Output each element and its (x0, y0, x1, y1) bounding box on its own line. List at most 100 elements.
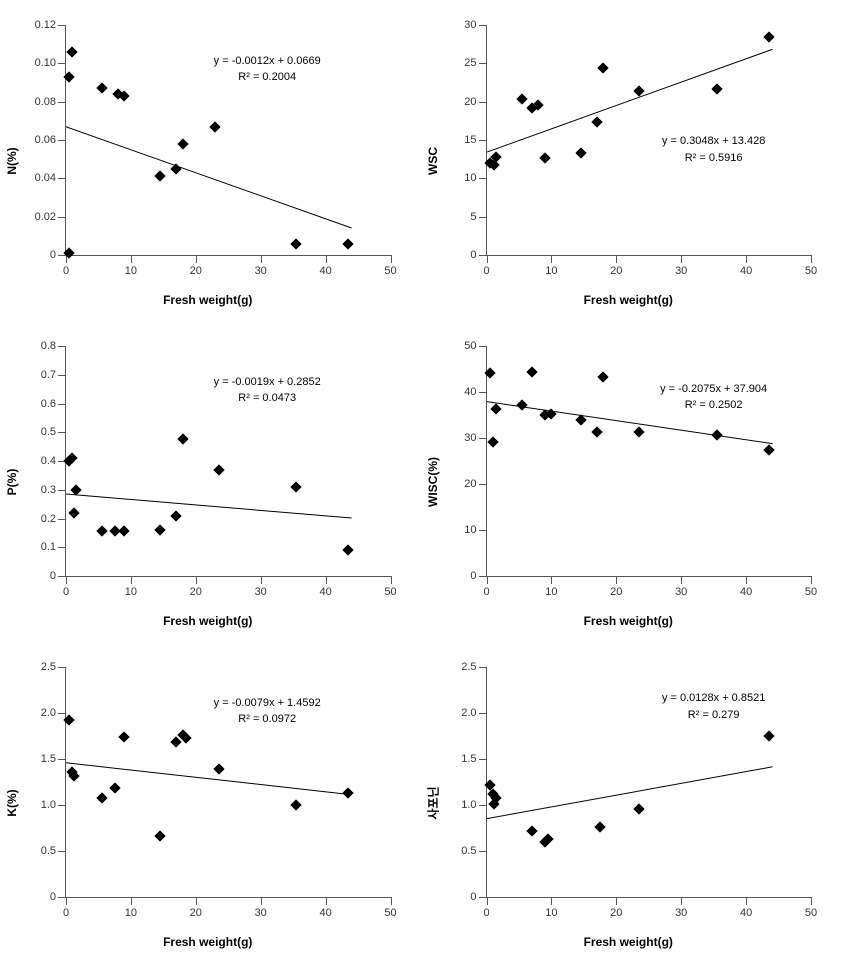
x-tick-label: 10 (125, 586, 137, 598)
x-tick-label: 20 (190, 586, 202, 598)
r-squared-text: R² = 0.0972 (214, 711, 321, 728)
y-tick-label: 2.5 (461, 661, 476, 673)
data-point (96, 83, 107, 94)
equation-text: y = 0.0128x + 0.8521 (662, 690, 765, 707)
data-point (517, 400, 528, 411)
data-point (598, 62, 609, 73)
x-tick-label: 20 (610, 586, 622, 598)
y-tick-label: 0 (470, 249, 476, 261)
x-tick-label: 0 (63, 907, 69, 919)
x-tick-label: 40 (740, 586, 752, 598)
equation-annotation: y = -0.0012x + 0.0669R² = 0.2004 (214, 53, 321, 86)
x-tick-label: 40 (319, 265, 331, 277)
equation-annotation: y = -0.2075x + 37.904R² = 0.2502 (660, 381, 767, 414)
r-squared-text: R² = 0.2004 (214, 69, 321, 86)
equation-annotation: y = -0.0079x + 1.4592R² = 0.0972 (214, 695, 321, 728)
data-point (763, 730, 774, 741)
y-tick-label: 2.5 (41, 661, 56, 673)
x-axis-label: Fresh weight(g) (163, 614, 252, 628)
x-tick-label: 40 (319, 907, 331, 919)
data-point (491, 404, 502, 415)
y-tick-label: 0.7 (41, 369, 56, 381)
y-tick-label: 0.5 (41, 426, 56, 438)
data-point (591, 117, 602, 128)
y-axis-label: P(%) (5, 468, 19, 495)
data-point (598, 372, 609, 383)
x-tick-label: 50 (384, 265, 396, 277)
data-point (526, 367, 537, 378)
y-tick-label: 0.10 (35, 57, 56, 69)
y-tick-label: 25 (464, 57, 476, 69)
data-point (291, 481, 302, 492)
plot-area: 00.51.01.52.02.501020304050y = 0.0128x +… (486, 667, 812, 898)
x-tick-label: 30 (675, 586, 687, 598)
data-point (171, 510, 182, 521)
y-tick-label: 0.5 (41, 845, 56, 857)
data-point (711, 430, 722, 441)
x-tick-label: 10 (125, 907, 137, 919)
y-tick-label: 0 (50, 891, 56, 903)
y-tick-label: 0.02 (35, 211, 56, 223)
y-tick-label: 0 (470, 570, 476, 582)
data-point (517, 94, 528, 105)
data-point (711, 84, 722, 95)
x-axis-label: Fresh weight(g) (584, 935, 673, 949)
r-squared-text: R² = 0.279 (662, 707, 765, 724)
wsc-chart: WSCFresh weight(g)0510152025300102030405… (421, 0, 841, 321)
data-point (64, 715, 75, 726)
data-point (154, 524, 165, 535)
equation-text: y = 0.3048x + 13.428 (662, 133, 765, 150)
x-tick-label: 30 (255, 265, 267, 277)
data-point (119, 90, 130, 101)
y-tick-label: 1.0 (461, 799, 476, 811)
y-tick-label: 20 (464, 478, 476, 490)
data-point (177, 138, 188, 149)
r-squared-text: R² = 0.2502 (660, 397, 767, 414)
data-point (119, 526, 130, 537)
y-tick-label: 0.4 (41, 455, 56, 467)
data-point (119, 731, 130, 742)
x-axis-label: Fresh weight(g) (584, 614, 673, 628)
data-point (210, 121, 221, 132)
x-tick-label: 40 (740, 907, 752, 919)
data-point (213, 763, 224, 774)
y-axis-label: N(%) (5, 147, 19, 174)
x-tick-label: 0 (63, 265, 69, 277)
x-tick-label: 20 (190, 265, 202, 277)
data-point (70, 484, 81, 495)
x-tick-label: 50 (384, 586, 396, 598)
data-point (633, 426, 644, 437)
x-tick-label: 20 (610, 265, 622, 277)
equation-text: y = -0.0012x + 0.0669 (214, 53, 321, 70)
y-axis-label: K(%) (5, 789, 19, 816)
charts-grid: N(%)Fresh weight(g)00.020.040.060.080.10… (0, 0, 841, 963)
plot-area: 00.51.01.52.02.501020304050y = -0.0079x … (65, 667, 391, 898)
data-point (484, 367, 495, 378)
y-tick-label: 1.5 (461, 753, 476, 765)
y-tick-label: 0.12 (35, 19, 56, 31)
p-chart: P(%)Fresh weight(g)00.10.20.30.40.50.60.… (0, 321, 421, 642)
y-tick-label: 5 (470, 211, 476, 223)
x-tick-label: 0 (483, 265, 489, 277)
y-tick-label: 0.06 (35, 134, 56, 146)
x-tick-label: 30 (675, 265, 687, 277)
data-point (177, 434, 188, 445)
x-axis-label: Fresh weight(g) (584, 293, 673, 307)
y-tick-label: 0.8 (41, 340, 56, 352)
data-point (633, 803, 644, 814)
data-point (109, 782, 120, 793)
data-point (291, 799, 302, 810)
equation-annotation: y = -0.0019x + 0.2852R² = 0.0473 (214, 374, 321, 407)
y-axis-label: WSC (426, 147, 440, 175)
data-point (96, 792, 107, 803)
y-tick-label: 0 (50, 570, 56, 582)
x-tick-label: 30 (675, 907, 687, 919)
y-axis-label: WISC(%) (426, 457, 440, 507)
y-tick-label: 20 (464, 96, 476, 108)
data-point (575, 414, 586, 425)
data-point (154, 831, 165, 842)
equation-annotation: y = 0.0128x + 0.8521R² = 0.279 (662, 690, 765, 723)
y-tick-label: 0.04 (35, 172, 56, 184)
x-tick-label: 40 (319, 586, 331, 598)
data-point (171, 163, 182, 174)
